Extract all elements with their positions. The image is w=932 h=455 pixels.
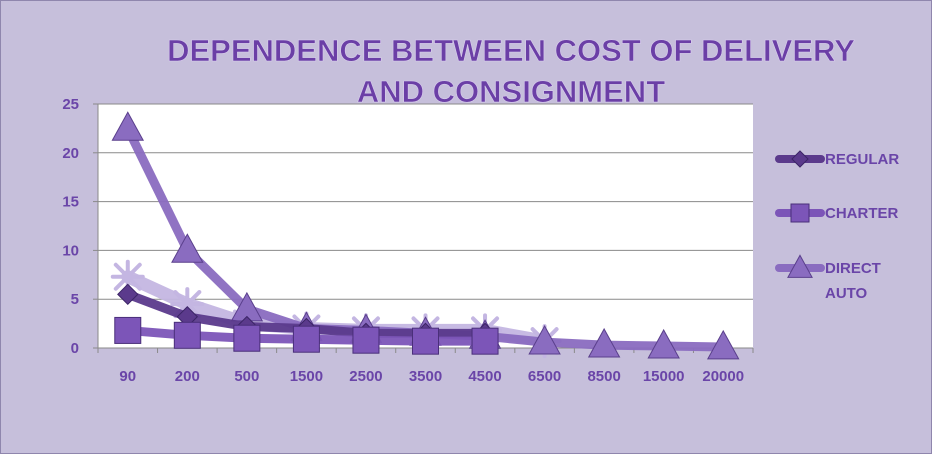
x-tick-label: 200 — [175, 368, 200, 385]
chart-title-line: DEPENDENCE BETWEEN COST OF DELIVERY — [167, 33, 855, 68]
y-tick-label: 10 — [62, 242, 79, 259]
series-charter — [114, 316, 499, 355]
data-point — [706, 329, 740, 360]
x-tick-label: 2500 — [349, 368, 382, 385]
legend-item: CHARTER — [775, 203, 898, 223]
x-tick-label: 6500 — [528, 368, 561, 385]
x-tick-label: 15000 — [643, 368, 685, 385]
x-tick-label: 90 — [119, 368, 136, 385]
data-point — [587, 327, 621, 358]
data-point — [292, 325, 320, 353]
chart-title: DEPENDENCE BETWEEN COST OF DELIVERY AND C… — [167, 33, 856, 110]
data-point — [471, 327, 499, 355]
legend-marker — [790, 203, 810, 223]
data-point — [117, 283, 139, 306]
legend: REGULAR CHARTER DIRECT AUTO — [775, 150, 899, 302]
x-tick-label: 500 — [234, 368, 259, 385]
y-tick-label: 15 — [62, 194, 79, 211]
data-point — [233, 324, 261, 352]
data-point — [528, 325, 561, 355]
data-point — [412, 327, 439, 355]
legend-marker — [791, 150, 809, 168]
x-tick-label: 20000 — [702, 368, 744, 385]
x-tick-label: 1500 — [290, 368, 323, 385]
legend-label: AUTO — [825, 285, 868, 302]
legend-item: DIRECT AUTO — [775, 254, 881, 302]
data-point — [173, 321, 201, 349]
series-lines — [110, 111, 740, 360]
legend-label: DIRECT — [825, 260, 881, 277]
x-tick-label: 4500 — [468, 368, 501, 385]
legend-label: CHARTER — [825, 205, 898, 222]
y-tick-label: 25 — [62, 96, 79, 113]
y-tick-label: 0 — [71, 340, 79, 357]
legend-label: REGULAR — [825, 151, 899, 168]
legend-marker — [787, 254, 813, 278]
data-point — [111, 111, 145, 141]
data-point — [171, 233, 204, 263]
x-tick-label: 3500 — [409, 368, 442, 385]
data-point — [114, 316, 142, 344]
y-tick-label: 5 — [71, 291, 79, 308]
data-point — [352, 326, 380, 354]
x-tick-label: 8500 — [587, 368, 620, 385]
y-tick-label: 20 — [62, 145, 79, 162]
chart-title-line: AND CONSIGNMENT — [357, 74, 665, 109]
legend-item: REGULAR — [775, 150, 899, 168]
data-point — [647, 328, 680, 359]
